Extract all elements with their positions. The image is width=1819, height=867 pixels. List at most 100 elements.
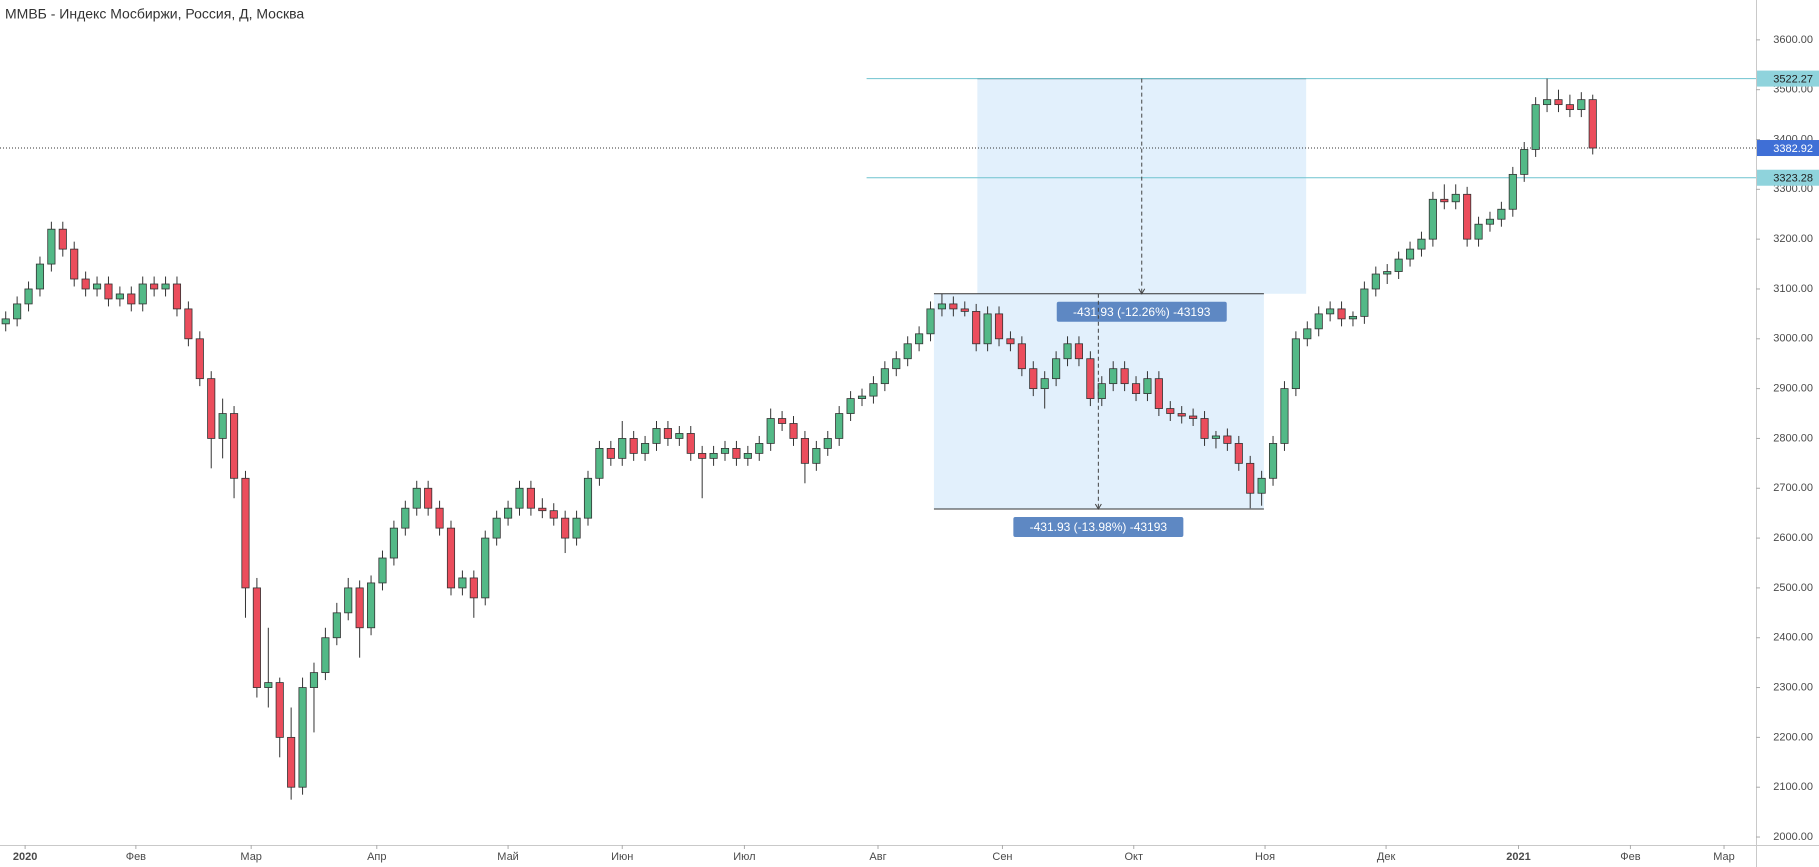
y-tick-label: 3000.00 <box>1773 333 1813 345</box>
candle-body <box>960 308 969 312</box>
y-tick-label: 2600.00 <box>1773 532 1813 544</box>
candle-body <box>481 537 490 599</box>
price-tag-bg <box>1757 169 1819 186</box>
candle-body <box>583 477 593 519</box>
candle-body <box>1 318 10 325</box>
candle-body <box>1326 308 1335 315</box>
y-tick-label: 2100.00 <box>1773 781 1813 793</box>
candle-body <box>13 303 22 320</box>
candle-body <box>538 507 547 512</box>
candle-body <box>161 283 170 290</box>
candle-body <box>35 263 45 290</box>
price-tag: 3382.92 <box>1773 143 1813 155</box>
candle-body <box>1234 443 1243 464</box>
candle-body <box>835 413 844 439</box>
candle-body <box>412 487 421 509</box>
candle-body <box>195 338 204 380</box>
candle-body <box>1166 408 1175 414</box>
candle-body <box>218 413 227 439</box>
candle-body <box>823 438 832 449</box>
candle-body <box>104 283 113 300</box>
candle-body <box>1017 343 1026 370</box>
candle-body <box>549 510 558 519</box>
x-tick-label: 2020 <box>13 851 37 863</box>
measure-label-bg <box>1013 516 1184 537</box>
candle-body <box>1200 418 1209 439</box>
candle-body <box>1246 462 1255 494</box>
candle-body <box>207 378 216 439</box>
candle-body <box>972 310 981 345</box>
x-tick-label: Мар <box>1713 851 1735 863</box>
candle-body <box>469 577 478 599</box>
candle-body <box>1543 99 1552 106</box>
measure-arrowhead <box>1094 503 1102 510</box>
x-tick-label: Фев <box>126 851 146 863</box>
candle-body <box>58 228 67 250</box>
candle-body <box>915 333 924 345</box>
x-tick-label: Дек <box>1377 851 1396 863</box>
candle-body <box>526 487 535 509</box>
candle-body <box>1588 99 1597 149</box>
candle-body <box>138 283 147 305</box>
y-tick-label: 2000.00 <box>1773 831 1813 843</box>
candle-body <box>880 368 889 385</box>
candle-body <box>641 443 650 454</box>
candle-body <box>857 395 867 399</box>
candle-body <box>755 443 764 454</box>
candle-body <box>435 507 444 529</box>
y-tick-label: 2800.00 <box>1773 432 1813 444</box>
candle-body <box>812 448 821 464</box>
candle-body <box>1383 271 1392 275</box>
candle-body <box>344 587 353 614</box>
candle-body <box>892 358 901 370</box>
candle-body <box>1451 193 1460 203</box>
y-tick-label: 3500.00 <box>1773 84 1813 96</box>
candle-body <box>1314 313 1323 330</box>
candle-body <box>983 313 992 345</box>
candle-body <box>1303 328 1312 340</box>
candle-body <box>778 418 787 424</box>
candle-body <box>446 527 456 589</box>
candle-body <box>926 308 935 335</box>
y-tick-label: 2400.00 <box>1773 632 1813 644</box>
candle-body <box>1348 315 1358 320</box>
candle-body <box>230 413 239 479</box>
candle-body <box>1291 338 1300 390</box>
candle-body <box>1040 378 1049 390</box>
candle-body <box>127 293 136 305</box>
candle-body <box>1052 358 1061 380</box>
x-tick-label: Ноя <box>1255 851 1275 863</box>
candle-body <box>172 283 182 310</box>
candle-body <box>150 283 159 290</box>
candle-body <box>652 428 661 444</box>
candle-body <box>24 288 33 305</box>
candle-body <box>1189 415 1198 419</box>
x-tick-label: Июн <box>611 851 633 863</box>
y-tick-label: 3600.00 <box>1773 34 1813 46</box>
y-tick-label: 2900.00 <box>1773 383 1813 395</box>
price-tag: 3323.28 <box>1773 173 1813 185</box>
candle-body <box>1360 288 1369 317</box>
candle-body <box>184 308 193 340</box>
candle-body <box>515 487 524 509</box>
candle-body <box>846 398 855 414</box>
candle-body <box>618 438 627 459</box>
candle-body <box>629 438 638 454</box>
candle-body <box>1405 248 1415 260</box>
y-tick-label: 2300.00 <box>1773 681 1813 693</box>
x-tick-label: Окт <box>1124 851 1143 863</box>
y-tick-label: 2700.00 <box>1773 482 1813 494</box>
candle-body <box>70 248 79 280</box>
candle-body <box>458 577 467 589</box>
candle-body <box>1063 343 1072 360</box>
candle-body <box>424 487 433 509</box>
candle-body <box>504 507 513 519</box>
candle-body <box>355 587 364 629</box>
candle-body <box>1531 104 1540 150</box>
candle-body <box>1280 388 1289 444</box>
candle-body <box>287 736 296 788</box>
candle-body <box>1565 104 1574 111</box>
chart-title: ММВБ - Индекс Мосбиржи, Россия, Д, Москв… <box>5 6 304 22</box>
